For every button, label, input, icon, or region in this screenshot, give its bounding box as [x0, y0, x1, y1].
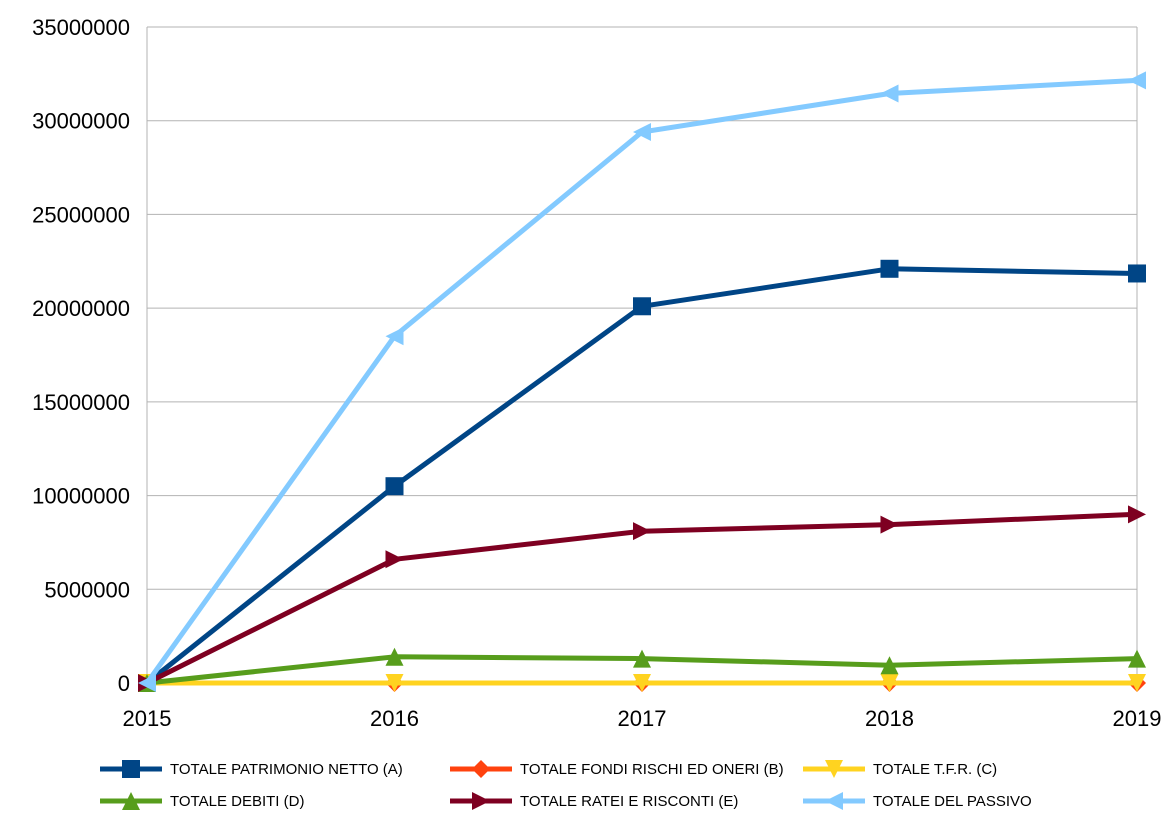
x-tick-label: 2018 — [865, 706, 914, 731]
data-point — [385, 674, 404, 692]
series-layer — [138, 71, 1146, 692]
data-point — [633, 297, 651, 316]
legend-label: TOTALE FONDI RISCHI ED ONERI (B) — [520, 761, 784, 778]
data-point — [633, 649, 651, 668]
y-tick-label: 20000000 — [32, 296, 130, 321]
data-point — [138, 674, 156, 692]
legend-item: TOTALE RATEI E RISCONTI (E) — [450, 792, 738, 810]
data-point — [1128, 649, 1146, 668]
y-tick-label: 30000000 — [32, 109, 130, 134]
series-6 — [138, 71, 1146, 692]
legend-label: TOTALE RATEI E RISCONTI (E) — [520, 793, 738, 810]
data-point — [880, 674, 899, 692]
y-tick-label: 10000000 — [32, 484, 130, 509]
data-point — [385, 550, 404, 569]
x-tick-label: 2015 — [123, 706, 172, 731]
series-3 — [138, 674, 1146, 692]
legend-swatch-marker — [825, 792, 843, 810]
legend-item: TOTALE DEL PASSIVO — [803, 792, 1032, 810]
legend-label: TOTALE DEBITI (D) — [170, 793, 304, 810]
y-tick-label: 5000000 — [44, 577, 130, 602]
y-tick-label: 15000000 — [32, 390, 130, 415]
legend-swatch-marker — [472, 760, 490, 778]
legend-label: TOTALE T.F.R. (C) — [873, 761, 997, 778]
legend-item: TOTALE DEBITI (D) — [100, 792, 304, 810]
legend-swatch-marker — [825, 760, 843, 778]
data-point — [1128, 505, 1146, 524]
y-tick-label: 25000000 — [32, 202, 130, 227]
data-point — [1128, 264, 1146, 283]
x-tick-label: 2016 — [370, 706, 419, 731]
y-tick-label: 0 — [118, 671, 130, 696]
legend-item: TOTALE FONDI RISCHI ED ONERI (B) — [450, 760, 784, 778]
data-point — [1128, 674, 1146, 692]
data-point — [385, 647, 404, 666]
x-tick-label: 2017 — [618, 706, 667, 731]
legend-item: TOTALE PATRIMONIO NETTO (A) — [100, 760, 403, 778]
data-point — [880, 259, 899, 278]
data-point — [880, 515, 899, 534]
legend-swatch-marker — [122, 792, 140, 810]
legend: TOTALE PATRIMONIO NETTO (A) TOTALE FONDI … — [100, 760, 1032, 810]
data-point — [385, 327, 404, 346]
y-tick-label: 35000000 — [32, 15, 130, 40]
data-point — [385, 477, 404, 496]
legend-label: TOTALE PATRIMONIO NETTO (A) — [170, 761, 403, 778]
legend-swatch-marker — [122, 760, 140, 778]
axis-layer: 0 5000000 10000000 15000000 20000000 25000000… — [32, 15, 1161, 731]
legend-item: TOTALE T.F.R. (C) — [803, 760, 997, 778]
legend-label: TOTALE DEL PASSIVO — [873, 793, 1032, 810]
legend-swatch-marker — [472, 792, 490, 810]
series-1 — [138, 259, 1146, 692]
data-point — [1128, 71, 1146, 90]
data-point — [880, 84, 899, 103]
data-point — [633, 122, 651, 141]
series-line — [144, 77, 1140, 686]
data-point — [633, 674, 651, 692]
series-5 — [138, 505, 1146, 692]
data-point — [633, 522, 651, 541]
grid-layer — [146, 26, 1138, 684]
x-tick-label: 2019 — [1113, 706, 1162, 731]
data-point — [880, 656, 899, 675]
